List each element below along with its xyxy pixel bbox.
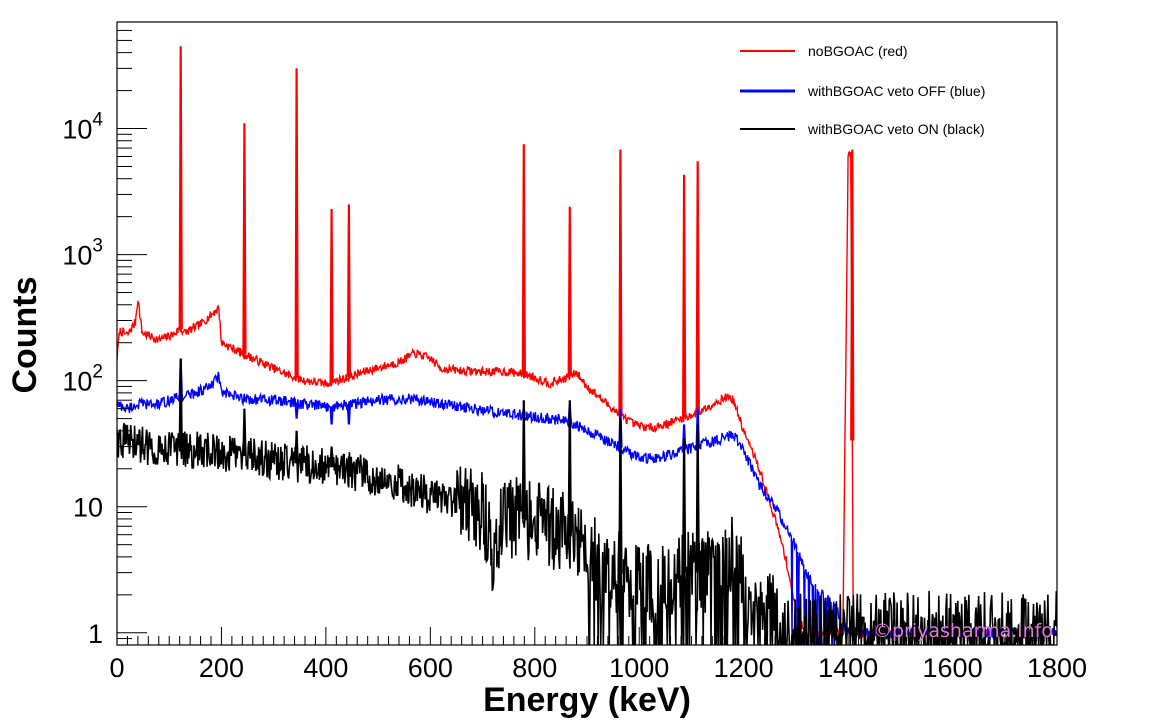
legend-label-1: noBGOAC (red): [808, 43, 908, 59]
peak-3-3: [294, 430, 299, 464]
peak-2-2: [242, 398, 247, 403]
peak-1-5: [346, 204, 351, 378]
peak-3-10: [695, 424, 700, 573]
peak-1-1: [178, 46, 183, 330]
y-tick-label: 104: [62, 110, 103, 145]
peak-1-2: [242, 123, 247, 355]
peak-1-7: [567, 206, 572, 377]
x-tick-label: 800: [512, 653, 557, 683]
peak-3-8: [618, 418, 623, 574]
peak-1-10: [695, 161, 700, 413]
peak-3-4: [329, 446, 334, 468]
series-1: [117, 46, 1057, 640]
x-tick-label: 400: [303, 653, 348, 683]
peak-3-7: [567, 400, 572, 537]
peak-2-4: [329, 406, 334, 425]
peak-1-8: [618, 149, 623, 415]
peak-3-5: [346, 456, 351, 471]
x-tick-label: 1600: [923, 653, 983, 683]
x-axis-title: Energy (keV): [483, 681, 691, 719]
peak-1-6: [521, 144, 526, 375]
y-tick-label: 10: [73, 493, 103, 523]
peak-3-6: [521, 400, 526, 519]
x-tick-label: 1000: [609, 653, 669, 683]
peak-1-4: [329, 208, 334, 383]
y-tick-label: 102: [62, 362, 103, 397]
peak-1-11: [850, 149, 855, 441]
axis-layer: 0 200 400 600 800 1000 1200 1400 1600 1800 1 10 102 1…: [62, 21, 1087, 683]
peak-1-9: [682, 174, 687, 418]
x-tick-label: 1200: [714, 653, 774, 683]
x-tick-label: 1400: [818, 653, 878, 683]
legend-label-2: withBGOAC veto OFF (blue): [807, 83, 985, 99]
watermark-text: ©priyasharma.info: [873, 620, 1053, 642]
peak-2-3: [294, 402, 299, 419]
series-line-3: [117, 422, 1057, 645]
x-tick-label: 600: [408, 653, 453, 683]
x-tick-label: 0: [109, 653, 124, 683]
y-axis-title: Counts: [6, 276, 44, 393]
peak-3-9: [682, 438, 687, 573]
y-tick-label: 103: [62, 236, 103, 271]
peak-2-5: [346, 404, 351, 425]
series-3: [117, 358, 1057, 645]
x-tick-label: 1800: [1027, 653, 1087, 683]
peak-3-2: [242, 408, 247, 457]
peak-1-3: [294, 68, 299, 378]
y-tick-label: 1: [88, 619, 103, 649]
series-layer: [117, 46, 1057, 645]
x-tick-label: 200: [199, 653, 244, 683]
legend: noBGOAC (red) withBGOAC veto OFF (blue) wi…: [740, 43, 985, 137]
peak-3-1: [178, 358, 183, 449]
legend-label-3: withBGOAC veto ON (black): [807, 121, 985, 137]
